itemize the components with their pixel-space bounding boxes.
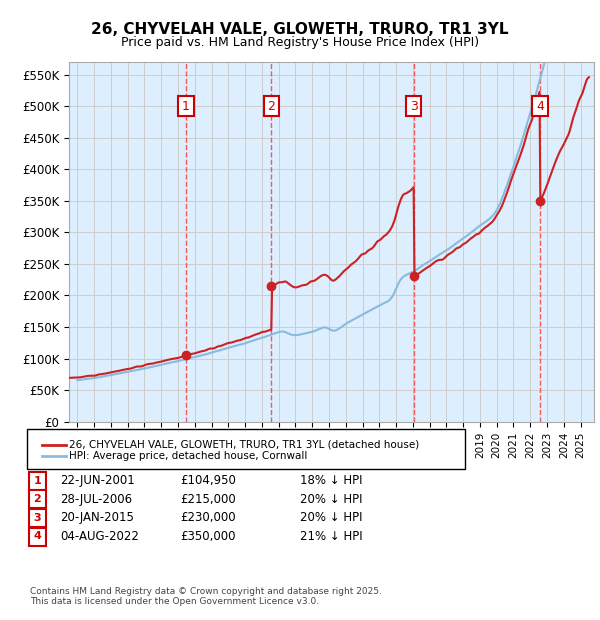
Text: £104,950: £104,950 xyxy=(180,474,236,487)
Text: 26, CHYVELAH VALE, GLOWETH, TRURO, TR1 3YL: 26, CHYVELAH VALE, GLOWETH, TRURO, TR1 3… xyxy=(91,22,509,37)
Text: Contains HM Land Registry data © Crown copyright and database right 2025.
This d: Contains HM Land Registry data © Crown c… xyxy=(30,587,382,606)
Text: HPI: Average price, detached house, Cornwall: HPI: Average price, detached house, Corn… xyxy=(69,451,307,461)
Text: 4: 4 xyxy=(34,531,41,541)
Text: 20-JAN-2015: 20-JAN-2015 xyxy=(60,512,134,524)
Text: 3: 3 xyxy=(410,100,418,113)
Text: £350,000: £350,000 xyxy=(180,530,235,542)
Text: 20% ↓ HPI: 20% ↓ HPI xyxy=(300,493,362,505)
Text: 1: 1 xyxy=(182,100,190,113)
Text: 1: 1 xyxy=(34,476,41,485)
Text: 26, CHYVELAH VALE, GLOWETH, TRURO, TR1 3YL (detached house): 26, CHYVELAH VALE, GLOWETH, TRURO, TR1 3… xyxy=(69,440,419,450)
Text: 20% ↓ HPI: 20% ↓ HPI xyxy=(300,512,362,524)
Text: 28-JUL-2006: 28-JUL-2006 xyxy=(60,493,132,505)
Text: 3: 3 xyxy=(34,513,41,523)
Text: 21% ↓ HPI: 21% ↓ HPI xyxy=(300,530,362,542)
Text: Price paid vs. HM Land Registry's House Price Index (HPI): Price paid vs. HM Land Registry's House … xyxy=(121,36,479,49)
Text: 22-JUN-2001: 22-JUN-2001 xyxy=(60,474,135,487)
Text: £230,000: £230,000 xyxy=(180,512,236,524)
Text: 04-AUG-2022: 04-AUG-2022 xyxy=(60,530,139,542)
Text: 18% ↓ HPI: 18% ↓ HPI xyxy=(300,474,362,487)
Text: 2: 2 xyxy=(34,494,41,504)
Text: 4: 4 xyxy=(536,100,544,113)
Text: 2: 2 xyxy=(268,100,275,113)
Text: £215,000: £215,000 xyxy=(180,493,236,505)
